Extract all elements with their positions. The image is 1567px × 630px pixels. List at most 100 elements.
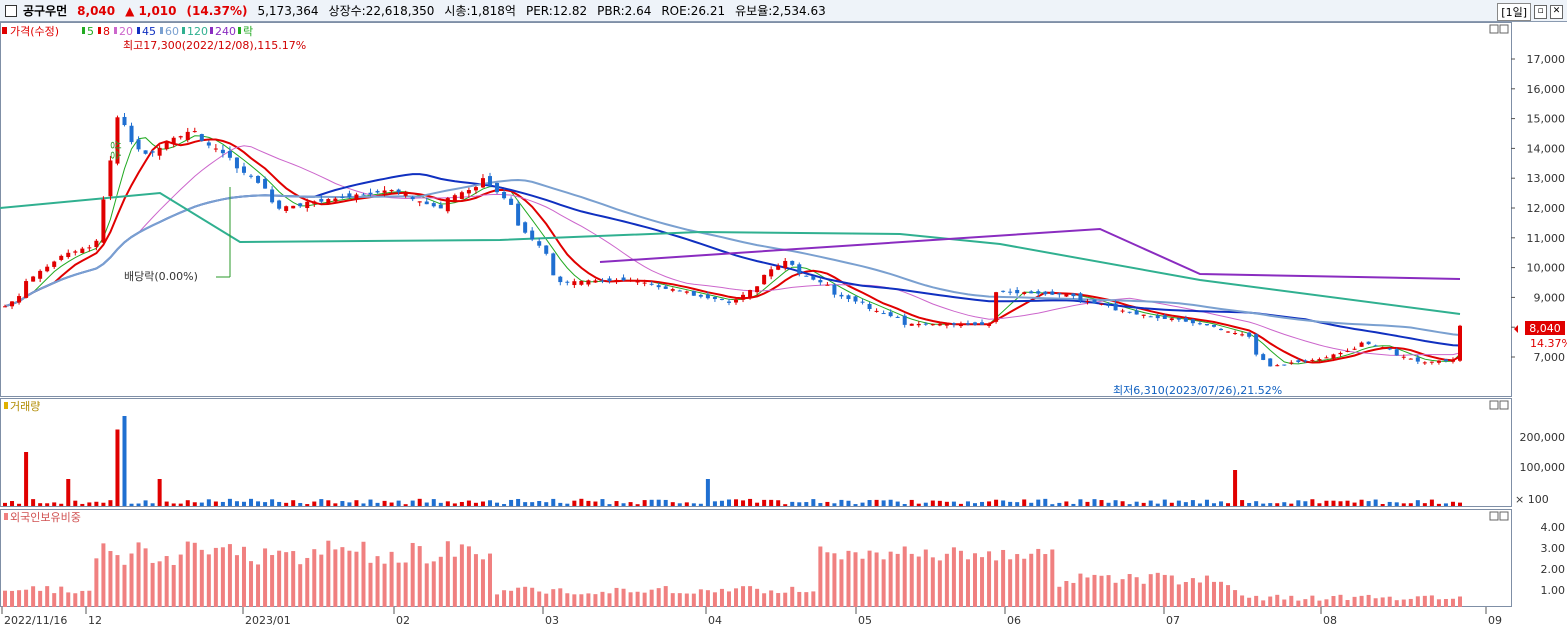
volume-bar xyxy=(937,500,942,506)
legend-price-swatch xyxy=(2,27,7,34)
foreign-bar xyxy=(1127,574,1132,607)
foreign-bar xyxy=(1458,596,1462,607)
foreign-bar xyxy=(516,587,521,607)
volume-bar xyxy=(867,500,872,506)
price-panel-max-icon[interactable] xyxy=(1489,24,1499,34)
foreign-bar xyxy=(10,590,15,607)
foreign-bar xyxy=(593,594,598,607)
price-panel-close-icon[interactable] xyxy=(1499,24,1509,34)
volume-bar xyxy=(1226,503,1231,506)
volume-bar xyxy=(31,499,36,506)
period-selector[interactable]: [1일] xyxy=(1497,3,1531,21)
stock-name[interactable]: 공구우먼 xyxy=(23,4,68,18)
volume-bar xyxy=(1211,503,1216,506)
volume-bar xyxy=(916,503,921,506)
candle-body xyxy=(473,187,478,191)
volume-bar xyxy=(1317,503,1322,506)
foreign-bar xyxy=(790,586,795,607)
maximize-icon[interactable]: ▫ xyxy=(1534,5,1547,19)
candle-body xyxy=(340,196,345,198)
foreign-bar xyxy=(136,542,141,607)
candle-body xyxy=(881,313,886,315)
foreign-bar xyxy=(234,555,239,607)
date-tick-label: 2023/01 xyxy=(245,614,291,627)
volume-bar xyxy=(1247,502,1252,506)
candle-body xyxy=(319,198,324,202)
volume-bar xyxy=(881,500,886,506)
foreign-bar xyxy=(382,563,387,607)
candle-body xyxy=(1233,332,1238,334)
legend-ma20: 20 xyxy=(119,25,133,38)
candle-body xyxy=(825,284,830,286)
candle-body xyxy=(488,176,492,186)
foreign-bar xyxy=(1450,598,1455,607)
volume-bar xyxy=(1352,502,1357,506)
ma60-line xyxy=(4,178,1461,336)
candle-body xyxy=(1240,334,1245,336)
volume-bar xyxy=(199,502,204,506)
foreign-bar xyxy=(326,540,331,607)
volume-panel-close-icon[interactable] xyxy=(1499,400,1509,410)
candle-body xyxy=(1050,291,1055,295)
foreign-bar xyxy=(1268,596,1273,607)
volume-bar xyxy=(804,502,809,506)
foreign-bar xyxy=(726,591,731,607)
volume-bar xyxy=(1134,501,1139,506)
volume-bar xyxy=(930,500,935,506)
volume-panel-max-icon[interactable] xyxy=(1489,400,1499,410)
candle-body xyxy=(1204,324,1209,326)
volume-bar xyxy=(1162,499,1167,506)
volume-bar xyxy=(17,503,22,506)
candle-body xyxy=(3,306,7,308)
candle-body xyxy=(691,290,696,296)
volume-bar xyxy=(1289,503,1294,506)
candle-body xyxy=(572,281,577,286)
volume-bar xyxy=(234,501,239,506)
volume-bar xyxy=(333,503,338,506)
legend-ma240-swatch xyxy=(210,27,213,34)
candle-body xyxy=(73,251,78,253)
volume-bar xyxy=(1415,500,1420,506)
volume-bar xyxy=(59,503,64,506)
foreign-title: 외국인보유비중 xyxy=(10,511,81,524)
volume-bar xyxy=(361,503,366,506)
candle-body xyxy=(403,192,408,196)
volume-bars xyxy=(3,416,1462,506)
foreign-panel-max-icon[interactable] xyxy=(1489,511,1499,521)
foreign-bar xyxy=(951,547,956,607)
candle-body xyxy=(755,286,760,293)
volume-bar xyxy=(832,503,837,506)
foreign-bar xyxy=(741,586,746,607)
foreign-bar xyxy=(656,588,661,607)
foreign-bar xyxy=(361,541,366,607)
volume-bar xyxy=(284,502,289,506)
candle-body xyxy=(466,190,471,194)
volume-bar xyxy=(473,502,478,506)
volume-bar xyxy=(115,429,120,506)
candle-body xyxy=(375,190,380,193)
stock-chart[interactable]: 가격(수정) 5 8 20 45 60 120 240 락 거래량 외국인보유비… xyxy=(0,22,1567,630)
volume-bar xyxy=(1408,503,1413,506)
candle-body xyxy=(1352,348,1357,350)
foreign-bar xyxy=(649,589,654,607)
close-icon[interactable]: ✕ xyxy=(1550,5,1563,19)
volume-bar xyxy=(670,502,675,506)
candle-body xyxy=(656,285,661,288)
foreign-bar xyxy=(944,553,949,607)
price-change: ▲ 1,010 xyxy=(125,3,177,18)
date-tick-label: 2022/11/16 xyxy=(4,614,67,627)
foreign-panel-close-icon[interactable] xyxy=(1499,511,1509,521)
volume-bar xyxy=(291,500,296,506)
select-checkbox[interactable] xyxy=(5,4,17,17)
volume-bar xyxy=(1366,501,1371,506)
candle-body xyxy=(256,175,261,183)
candle-body xyxy=(431,203,436,207)
per: PER:12.82 xyxy=(525,3,588,18)
foreign-bar xyxy=(277,550,282,607)
candle-body xyxy=(1162,315,1167,319)
volume-bar xyxy=(87,502,92,506)
volume-bar xyxy=(1043,498,1048,506)
candle-body xyxy=(59,255,64,260)
candle-body xyxy=(234,157,239,169)
foreign-bar xyxy=(1443,599,1448,607)
